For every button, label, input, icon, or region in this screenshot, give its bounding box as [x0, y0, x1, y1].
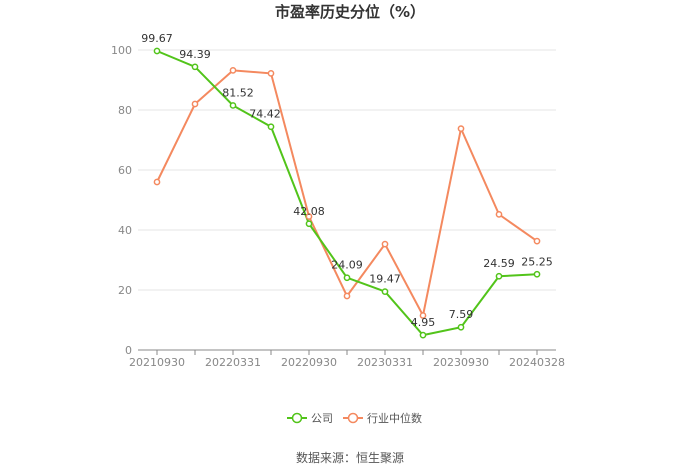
data-point[interactable]: [419, 312, 427, 319]
data-point[interactable]: [153, 178, 161, 186]
data-point[interactable]: [533, 270, 541, 278]
x-tick-label: 20220331: [205, 356, 261, 369]
legend-marker: [347, 412, 359, 424]
y-tick-label: 100: [111, 44, 132, 57]
data-label: 99.67: [141, 32, 173, 45]
data-label: 19.47: [369, 273, 401, 286]
data-point[interactable]: [191, 63, 199, 71]
series-markers: [153, 47, 541, 339]
data-point[interactable]: [267, 70, 275, 77]
legend[interactable]: 公司 行业中位数: [287, 411, 422, 425]
y-tick-label: 20: [118, 284, 132, 297]
data-point[interactable]: [457, 323, 465, 331]
data-point[interactable]: [191, 100, 199, 108]
y-tick-label: 40: [118, 224, 132, 237]
data-point[interactable]: [229, 67, 237, 74]
x-axis: 20210930 20220331 20220930 20230331 20230930…: [129, 349, 565, 369]
data-label: 4.95: [411, 316, 436, 329]
data-point[interactable]: [267, 123, 275, 131]
x-tick-label: 20210930: [129, 356, 185, 369]
data-point[interactable]: [381, 288, 389, 295]
data-point[interactable]: [533, 237, 541, 245]
legend-marker: [291, 412, 303, 424]
data-label: 24.59: [483, 257, 515, 270]
series-line-0: [156, 50, 538, 337]
data-point[interactable]: [457, 125, 465, 132]
data-source: 数据来源：恒生聚源: [296, 450, 404, 465]
data-label: 94.39: [179, 48, 211, 61]
data-point[interactable]: [229, 102, 237, 109]
data-label: 42.08: [293, 205, 325, 218]
chart-title: 市盈率历史分位（%）: [275, 3, 425, 21]
data-point[interactable]: [495, 272, 503, 280]
x-tick-label: 20230930: [433, 356, 489, 369]
y-tick-label: 80: [118, 104, 132, 117]
legend-item-1[interactable]: 行业中位数: [343, 411, 422, 425]
data-point[interactable]: [343, 292, 351, 300]
data-point[interactable]: [305, 220, 313, 228]
data-labels: 99.67 94.39 81.52 74.42 42.08 24.09 19.47 4.95 7…: [141, 32, 553, 329]
y-tick-label: 60: [118, 164, 132, 177]
x-tick-label: 20240328: [509, 356, 565, 369]
data-label: 24.09: [331, 259, 363, 272]
data-label: 7.59: [449, 308, 474, 321]
data-label: 81.52: [222, 86, 254, 99]
data-point[interactable]: [381, 240, 389, 248]
x-tick-label: 20220930: [281, 356, 337, 369]
grid: [138, 49, 556, 291]
x-tick-label: 20230331: [357, 356, 413, 369]
data-point[interactable]: [153, 47, 161, 55]
y-axis: 0 20 40 60 80 100: [111, 44, 132, 357]
legend-item-0[interactable]: 公司: [287, 412, 333, 425]
series-lines: [156, 50, 538, 337]
legend-label: 行业中位数: [367, 411, 422, 425]
legend-label: 公司: [311, 412, 333, 425]
data-point[interactable]: [419, 331, 427, 339]
y-tick-label: 0: [125, 344, 132, 357]
data-point[interactable]: [305, 213, 313, 220]
data-label: 74.42: [249, 108, 281, 121]
data-point[interactable]: [343, 274, 351, 282]
data-point[interactable]: [495, 211, 503, 218]
data-label: 25.25: [521, 255, 553, 268]
